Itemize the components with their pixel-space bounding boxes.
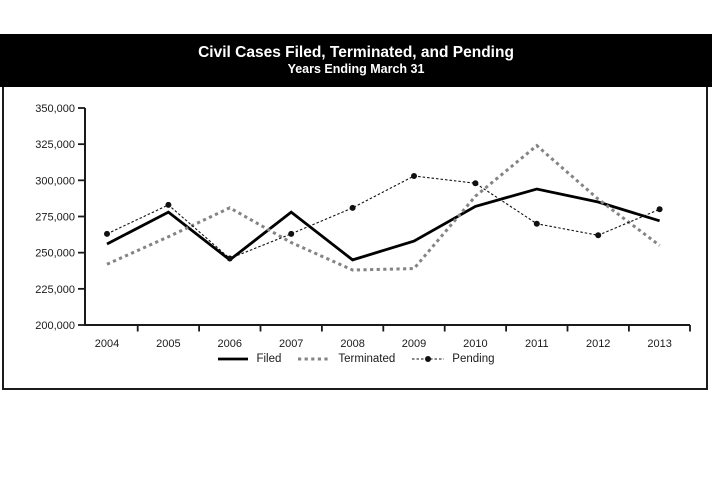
svg-text:2007: 2007 bbox=[279, 338, 303, 350]
svg-text:250,000: 250,000 bbox=[35, 248, 75, 260]
svg-text:200,000: 200,000 bbox=[35, 320, 75, 332]
chart-subtitle: Years Ending March 31 bbox=[287, 62, 425, 76]
line-chart: 200,000 225,000 250,000 275,000 300,000 325,0… bbox=[35, 103, 691, 350]
terminated-line-swatch bbox=[298, 357, 331, 361]
filed-line-swatch bbox=[218, 357, 249, 361]
chart-title: Civil Cases Filed, Terminated, and Pendi… bbox=[198, 44, 514, 61]
svg-text:325,000: 325,000 bbox=[35, 139, 75, 151]
svg-text:2012: 2012 bbox=[586, 338, 610, 350]
svg-text:2013: 2013 bbox=[647, 338, 671, 350]
svg-text:2006: 2006 bbox=[218, 338, 242, 350]
chart-legend: Filed Terminated Pending bbox=[0, 353, 712, 365]
chart-title-bar: Civil Cases Filed, Terminated, and Pendi… bbox=[0, 34, 712, 87]
svg-text:350,000: 350,000 bbox=[35, 103, 75, 115]
legend-label-pending: Pending bbox=[452, 353, 495, 365]
legend-label-filed: Filed bbox=[256, 353, 282, 365]
legend-label-terminated: Terminated bbox=[338, 353, 396, 365]
svg-text:2011: 2011 bbox=[525, 338, 549, 350]
pending-line-swatch bbox=[412, 356, 445, 362]
svg-text:2010: 2010 bbox=[463, 338, 487, 350]
svg-text:2004: 2004 bbox=[95, 338, 119, 350]
svg-text:2008: 2008 bbox=[340, 338, 364, 350]
svg-text:275,000: 275,000 bbox=[35, 212, 75, 224]
svg-text:225,000: 225,000 bbox=[35, 284, 75, 296]
svg-text:2005: 2005 bbox=[156, 338, 180, 350]
chart-frame bbox=[2, 35, 708, 390]
legend-item-terminated: Terminated bbox=[297, 353, 395, 365]
legend-item-filed: Filed bbox=[217, 353, 281, 365]
svg-text:300,000: 300,000 bbox=[35, 175, 75, 187]
legend-item-pending: Pending bbox=[411, 353, 495, 365]
svg-text:2009: 2009 bbox=[402, 338, 426, 350]
